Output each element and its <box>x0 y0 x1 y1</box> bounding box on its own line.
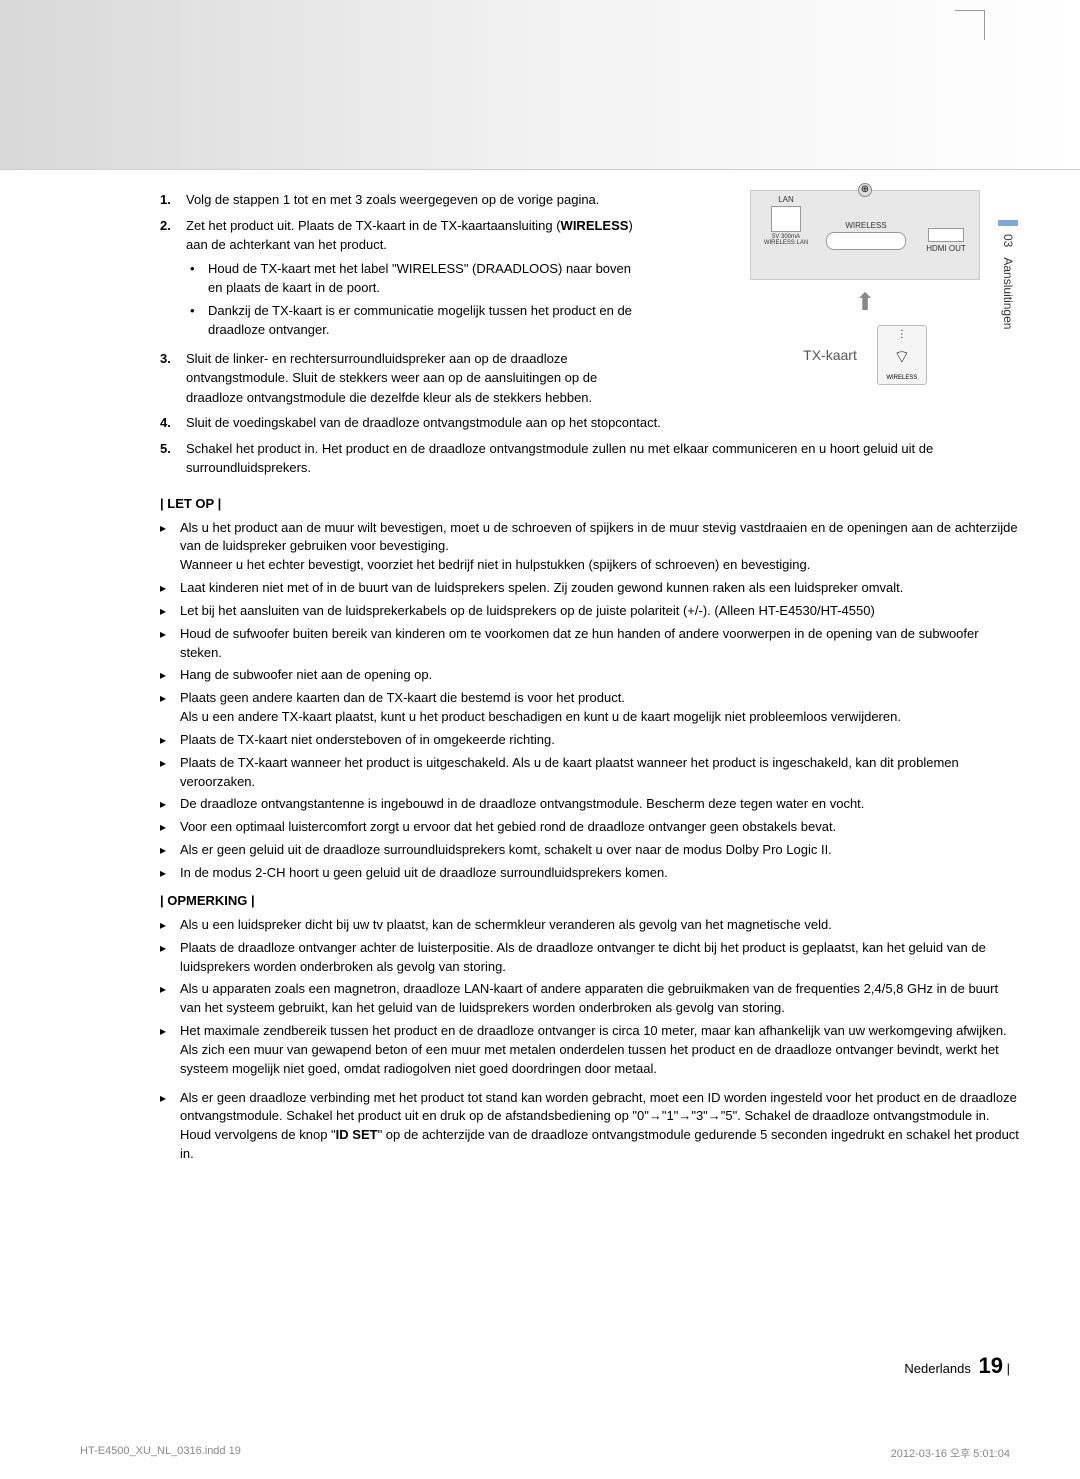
wireless-lan-label: 5V 300mA WIRELESS LAN <box>761 234 811 246</box>
sub-bullet: Dankzij de TX-kaart is er communicatie m… <box>186 301 646 340</box>
step-text: Schakel het product in. Het product en d… <box>186 439 1020 478</box>
opmerking-item: Als u een luidspreker dicht bij uw tv pl… <box>160 916 1020 935</box>
step2-bullets: Houd de TX-kaart met het label "WIRELESS… <box>186 259 646 340</box>
item-text: In de modus 2-CH hoort u geen geluid uit… <box>180 864 1020 883</box>
side-tab-marker <box>998 220 1018 226</box>
item-text: Als u apparaten zoals een magnetron, dra… <box>180 980 1020 1018</box>
item-text: Als er geen geluid uit de draadloze surr… <box>180 841 1020 860</box>
letop-item: In de modus 2-CH hoort u geen geluid uit… <box>160 864 1020 883</box>
footer-bar: | <box>1007 1361 1010 1376</box>
item-text: Plaats de TX-kaart wanneer het product i… <box>180 754 1020 792</box>
item-text: Hang de subwoofer niet aan de opening op… <box>180 666 1020 685</box>
step-number: 2. <box>160 216 186 343</box>
screw-icon: ⊕ <box>858 183 872 197</box>
item-text: Let bij het aansluiten van de luidspreke… <box>180 602 1020 621</box>
step-number: 4. <box>160 413 186 433</box>
opmerking-item: Het maximale zendbereik tussen het produ… <box>160 1022 1020 1079</box>
bullet-text: Houd de TX-kaart met het label "WIRELESS… <box>208 259 646 298</box>
item-text: De draadloze ontvangstantenne is ingebou… <box>180 795 1020 814</box>
side-tab-label: Aansluitingen <box>1001 257 1015 329</box>
letop-list: Als u het product aan de muur wilt beves… <box>160 519 1020 883</box>
lan-port-icon <box>771 206 801 232</box>
sub-bullet: Houd de TX-kaart met het label "WIRELESS… <box>186 259 646 298</box>
tx-wireless-label: WIRELESS <box>886 375 917 381</box>
page-footer: Nederlands 19 | <box>904 1353 1010 1379</box>
side-tab: 03 Aansluitingen <box>996 220 1020 329</box>
step-number: 1. <box>160 190 186 210</box>
item-text: Laat kinderen niet met of in de buurt va… <box>180 579 1020 598</box>
item-text: Houd de sufwoofer buiten bereik van kind… <box>180 625 1020 663</box>
letop-item: Als u het product aan de muur wilt beves… <box>160 519 1020 576</box>
hdmi-label: HDMI OUT <box>921 244 971 253</box>
lan-port-area: LAN 5V 300mA WIRELESS LAN <box>761 195 811 246</box>
step-text: Zet het product uit. Plaats de TX-kaart … <box>186 216 646 343</box>
dots-icon: ⋮ <box>897 329 907 340</box>
letop-item: Let bij het aansluiten van de luidspreke… <box>160 602 1020 621</box>
item-text: Plaats de draadloze ontvanger achter de … <box>180 939 1020 977</box>
letop-item: Plaats de TX-kaart niet ondersteboven of… <box>160 731 1020 750</box>
wifi-icon: ⌔ <box>893 346 910 369</box>
letop-item: Laat kinderen niet met of in de buurt va… <box>160 579 1020 598</box>
tx-card-row: TX-kaart ⋮ ⌔ WIRELESS <box>750 325 980 385</box>
letop-item: Plaats geen andere kaarten dan de TX-kaa… <box>160 689 1020 727</box>
hdmi-port-icon <box>928 228 964 242</box>
print-footer: HT-E4500_XU_NL_0316.indd 19 2012-03-16 오… <box>80 1445 1010 1461</box>
bullet-text: Dankzij de TX-kaart is er communicatie m… <box>208 301 646 340</box>
letop-item: Als er geen geluid uit de draadloze surr… <box>160 841 1020 860</box>
letop-item: Houd de sufwoofer buiten bereik van kind… <box>160 625 1020 663</box>
page-number: 19 <box>979 1353 1003 1378</box>
device-back-panel: ⊕ LAN 5V 300mA WIRELESS LAN WIRELESS HDM… <box>750 190 980 280</box>
step-5: 5. Schakel het product in. Het product e… <box>160 439 1020 478</box>
item-text: Als u het product aan de muur wilt beves… <box>180 519 1020 576</box>
item-text: Voor een optimaal luistercomfort zorgt u… <box>180 818 1020 837</box>
step-text: Sluit de voedingskabel van de draadloze … <box>186 413 1020 433</box>
opmerking-item: Als er geen draadloze verbinding met het… <box>160 1089 1020 1164</box>
letop-item: Hang de subwoofer niet aan de opening op… <box>160 666 1020 685</box>
side-tab-num: 03 <box>1001 234 1015 247</box>
letop-item: De draadloze ontvangstantenne is ingebou… <box>160 795 1020 814</box>
tx-card-label: TX-kaart <box>803 347 857 363</box>
opmerking-item: Als u apparaten zoals een magnetron, dra… <box>160 980 1020 1018</box>
step-4: 4. Sluit de voedingskabel van de draadlo… <box>160 413 1020 433</box>
letop-item: Voor een optimaal luistercomfort zorgt u… <box>160 818 1020 837</box>
letop-item: Plaats de TX-kaart wanneer het product i… <box>160 754 1020 792</box>
letop-title: | LET OP | <box>160 496 1020 511</box>
footer-lang: Nederlands <box>904 1361 971 1376</box>
item-text: Als u een luidspreker dicht bij uw tv pl… <box>180 916 1020 935</box>
print-file: HT-E4500_XU_NL_0316.indd 19 <box>80 1445 241 1461</box>
side-tab-text: 03 Aansluitingen <box>1001 234 1015 329</box>
hdmi-area: HDMI OUT <box>921 226 971 253</box>
tx-slot-icon <box>826 232 906 250</box>
crop-mark <box>984 10 985 40</box>
step-number: 3. <box>160 349 186 408</box>
lan-label: LAN <box>761 195 811 204</box>
header-gradient <box>0 0 1080 170</box>
step2-bold: WIRELESS <box>561 218 629 233</box>
wiring-diagram: ⊕ LAN 5V 300mA WIRELESS LAN WIRELESS HDM… <box>750 190 980 385</box>
step-text: Sluit de linker- en rechtersurroundluids… <box>186 349 656 408</box>
step-number: 5. <box>160 439 186 478</box>
up-arrow-icon: ⬆ <box>750 288 980 317</box>
opmerking-title: | OPMERKING | <box>160 893 1020 908</box>
item-text: Het maximale zendbereik tussen het produ… <box>180 1022 1020 1079</box>
item-text: Plaats geen andere kaarten dan de TX-kaa… <box>180 689 1020 727</box>
wireless-label: WIRELESS <box>821 221 911 230</box>
step2-before: Zet het product uit. Plaats de TX-kaart … <box>186 218 561 233</box>
item-text: Plaats de TX-kaart niet ondersteboven of… <box>180 731 1020 750</box>
crop-mark <box>955 10 985 11</box>
print-timestamp: 2012-03-16 오후 5:01:04 <box>891 1445 1010 1461</box>
item-text: Als er geen draadloze verbinding met het… <box>180 1089 1020 1164</box>
wireless-slot-area: WIRELESS <box>821 221 911 252</box>
opmerking-list: Als u een luidspreker dicht bij uw tv pl… <box>160 916 1020 1164</box>
step-text: Volg de stappen 1 tot en met 3 zoals wee… <box>186 190 646 210</box>
tx-card-icon: ⋮ ⌔ WIRELESS <box>877 325 927 385</box>
opmerking-item: Plaats de draadloze ontvanger achter de … <box>160 939 1020 977</box>
